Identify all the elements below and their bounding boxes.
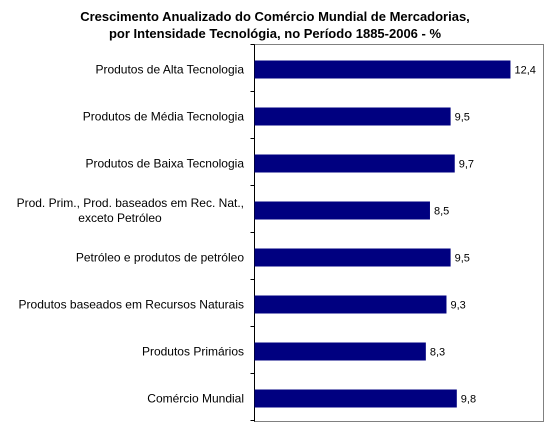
- plot-area: [254, 44, 544, 422]
- chart-title-line-1: Crescimento Anualizado do Comércio Mundi…: [80, 9, 470, 24]
- category-label: Produtos de Baixa Tecnologia: [85, 157, 244, 171]
- category-label: Produtos Primários: [142, 345, 244, 359]
- category-label: Produtos de Média Tecnologia: [83, 110, 245, 124]
- category-label: Petróleo e produtos de petróleo: [76, 251, 244, 265]
- bar: [254, 342, 426, 361]
- data-label: 12,4: [514, 65, 535, 77]
- data-label: 9,3: [450, 300, 465, 312]
- chart-title-line-2: por Intensidade Tecnológia, no Período 1…: [108, 26, 442, 41]
- data-label: 9,5: [455, 253, 470, 265]
- chart-title: Crescimento Anualizado do Comércio Mundi…: [0, 8, 550, 42]
- category-label: exceto Petróleo: [78, 211, 162, 225]
- data-label: 8,5: [434, 206, 449, 218]
- data-label: 9,5: [455, 112, 470, 124]
- bar: [254, 201, 430, 220]
- bar: [254, 107, 451, 126]
- data-label: 8,3: [430, 347, 445, 359]
- bar: [254, 248, 451, 267]
- category-label: Comércio Mundial: [147, 392, 244, 406]
- bar: [254, 389, 457, 408]
- bar: [254, 295, 447, 314]
- category-label: Prod. Prim., Prod. baseados em Rec. Nat.…: [17, 196, 244, 210]
- bar: [254, 154, 455, 173]
- category-label: Produtos de Alta Tecnologia: [95, 63, 244, 77]
- category-label: Produtos baseados em Recursos Naturais: [19, 298, 244, 312]
- data-label: 9,7: [459, 159, 474, 171]
- bar: [254, 60, 511, 79]
- data-label: 9,8: [461, 394, 476, 406]
